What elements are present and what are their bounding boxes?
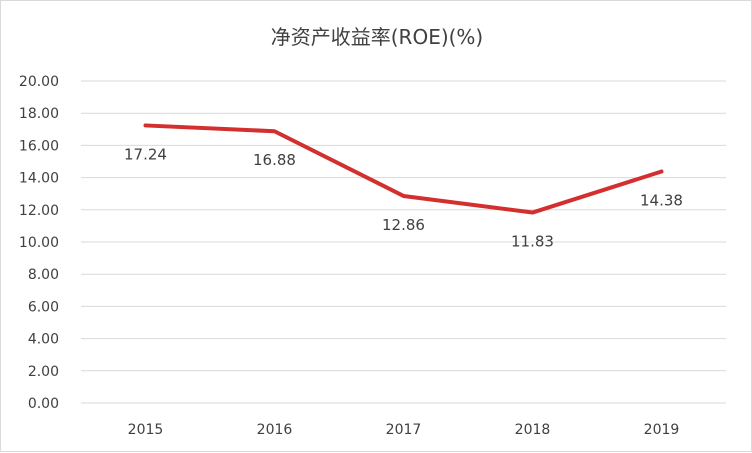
y-tick-label: 0.00 (28, 396, 59, 412)
y-tick-label: 2.00 (28, 364, 59, 380)
y-tick-label: 16.00 (19, 138, 59, 154)
data-label: 16.88 (253, 151, 296, 169)
data-label: 14.38 (640, 191, 683, 209)
y-tick-label: 12.00 (19, 203, 59, 219)
chart-title: 净资产收益率(ROE)(%) (270, 25, 484, 49)
series-line (143, 123, 664, 215)
x-tick-label: 2016 (257, 422, 293, 438)
x-tick-label: 2015 (128, 422, 164, 438)
y-tick-label: 10.00 (19, 235, 59, 251)
x-tick-label: 2018 (515, 422, 551, 438)
y-tick-label: 4.00 (28, 332, 59, 348)
series-line-layer (143, 123, 664, 215)
gridlines (81, 80, 726, 404)
y-axis-ticks: 0.00 2.00 4.00 6.00 8.00 10.00 12.00 14.00 16.00… (19, 74, 59, 412)
x-tick-label: 2017 (386, 422, 422, 438)
data-label: 12.86 (382, 216, 425, 234)
y-tick-label: 8.00 (28, 267, 59, 283)
data-label: 11.83 (511, 233, 554, 251)
data-labels: 17.24 16.88 12.86 11.83 14.38 (124, 145, 683, 250)
y-tick-label: 6.00 (28, 299, 59, 315)
y-tick-label: 14.00 (19, 171, 59, 187)
data-label: 17.24 (124, 145, 167, 163)
x-axis-ticks: 2015 2016 2017 2018 2019 (128, 422, 680, 438)
y-tick-label: 20.00 (19, 74, 59, 90)
x-tick-label: 2019 (644, 422, 680, 438)
y-tick-label: 18.00 (19, 106, 59, 122)
